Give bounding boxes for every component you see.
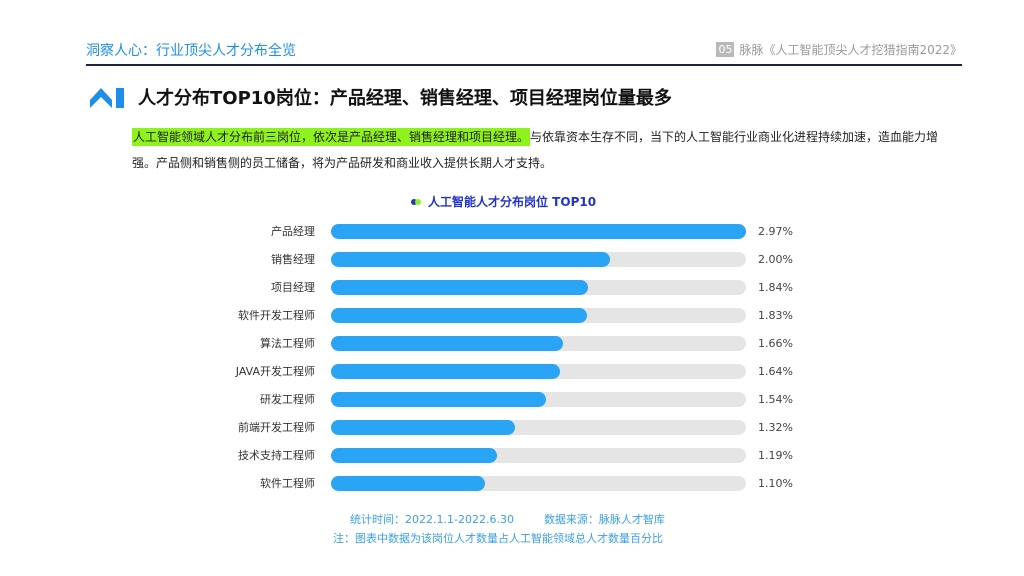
bar-track [331, 420, 746, 435]
bar-row: 算法工程师 1.66% [0, 336, 1024, 352]
category-label: 产品经理 [271, 225, 315, 238]
bar-row: 软件开发工程师 1.83% [0, 308, 1024, 324]
dot-icon [411, 198, 421, 205]
category-label: 研发工程师 [260, 393, 315, 406]
footnote: 注：图表中数据为该岗位人才数量占人工智能领域总人才数量百分比 [333, 532, 663, 545]
bar [331, 280, 589, 295]
chart-title: 人工智能人才分布岗位 TOP10 [410, 193, 596, 210]
category-label: 软件工程师 [260, 477, 315, 490]
category-label: 算法工程师 [260, 337, 315, 350]
highlight-text: 人工智能领域人才分布前三岗位，依次是产品经理、销售经理和项目经理。 [132, 128, 531, 146]
bar-track [331, 448, 746, 463]
category-label: 项目经理 [271, 281, 315, 294]
bar-row: 产品经理 2.97% [0, 224, 1024, 240]
bar-track [331, 364, 746, 379]
page-title: 人才分布TOP10岗位：产品经理、销售经理、项目经理岗位量最多 [90, 84, 672, 110]
value-label: 1.19% [758, 449, 793, 462]
report-header: 05 脉脉《人工智能顶尖人才挖猎指南2022》 [716, 41, 962, 58]
bar-row: 前端开发工程师 1.32% [0, 420, 1024, 436]
report-name: 脉脉《人工智能顶尖人才挖猎指南2022》 [739, 43, 962, 57]
category-label: 软件开发工程师 [238, 309, 315, 322]
bar-row: 技术支持工程师 1.19% [0, 448, 1024, 464]
bar [331, 476, 485, 491]
bar-track [331, 336, 746, 351]
value-label: 1.66% [758, 337, 793, 350]
bar-row: 销售经理 2.00% [0, 252, 1024, 268]
footer-info: 统计时间：2022.1.1-2022.6.30 数据来源：脉脉人才智库 [350, 511, 665, 527]
bar [331, 224, 746, 239]
bar-row: 项目经理 1.84% [0, 280, 1024, 296]
value-label: 1.84% [758, 281, 793, 294]
description: 人工智能领域人才分布前三岗位，依次是产品经理、销售经理和项目经理。与依靠资本生存… [132, 124, 962, 176]
bar-track [331, 392, 746, 407]
value-label: 2.00% [758, 253, 793, 266]
header-divider [86, 64, 962, 66]
value-label: 1.32% [758, 421, 793, 434]
category-label: JAVA开发工程师 [235, 365, 315, 378]
section-title: 洞察人心：行业顶尖人才分布全览 [86, 43, 296, 59]
value-label: 1.10% [758, 477, 793, 490]
body-text: 与依靠资本生存不同，当下的人工智能行业商业化进程持续加速，造血能力增强。产品侧和… [132, 130, 939, 170]
page-heading: 人才分布TOP10岗位：产品经理、销售经理、项目经理岗位量最多 [138, 88, 672, 109]
bar-row: JAVA开发工程师 1.64% [0, 364, 1024, 380]
bar-track [331, 308, 746, 323]
bar-track [331, 280, 746, 295]
ai-logo-icon [90, 88, 124, 108]
page-number: 05 [716, 42, 735, 57]
value-label: 2.97% [758, 225, 793, 238]
bar [331, 252, 611, 267]
chart-title-text: 人工智能人才分布岗位 TOP10 [428, 195, 597, 209]
bar [331, 392, 547, 407]
bar-track [331, 224, 746, 239]
bar-row: 软件工程师 1.10% [0, 476, 1024, 492]
value-label: 1.64% [758, 365, 793, 378]
category-label: 技术支持工程师 [238, 449, 315, 462]
bar [331, 364, 561, 379]
value-label: 1.83% [758, 309, 793, 322]
bar [331, 448, 498, 463]
stat-period: 统计时间：2022.1.1-2022.6.30 [350, 513, 514, 526]
bar [331, 308, 587, 323]
bar-row: 研发工程师 1.54% [0, 392, 1024, 408]
data-source: 数据来源：脉脉人才智库 [543, 513, 665, 526]
category-label: 销售经理 [271, 253, 315, 266]
bar-track [331, 252, 746, 267]
bar [331, 420, 516, 435]
value-label: 1.54% [758, 393, 793, 406]
bar [331, 336, 563, 351]
category-label: 前端开发工程师 [238, 421, 315, 434]
bar-track [331, 476, 746, 491]
